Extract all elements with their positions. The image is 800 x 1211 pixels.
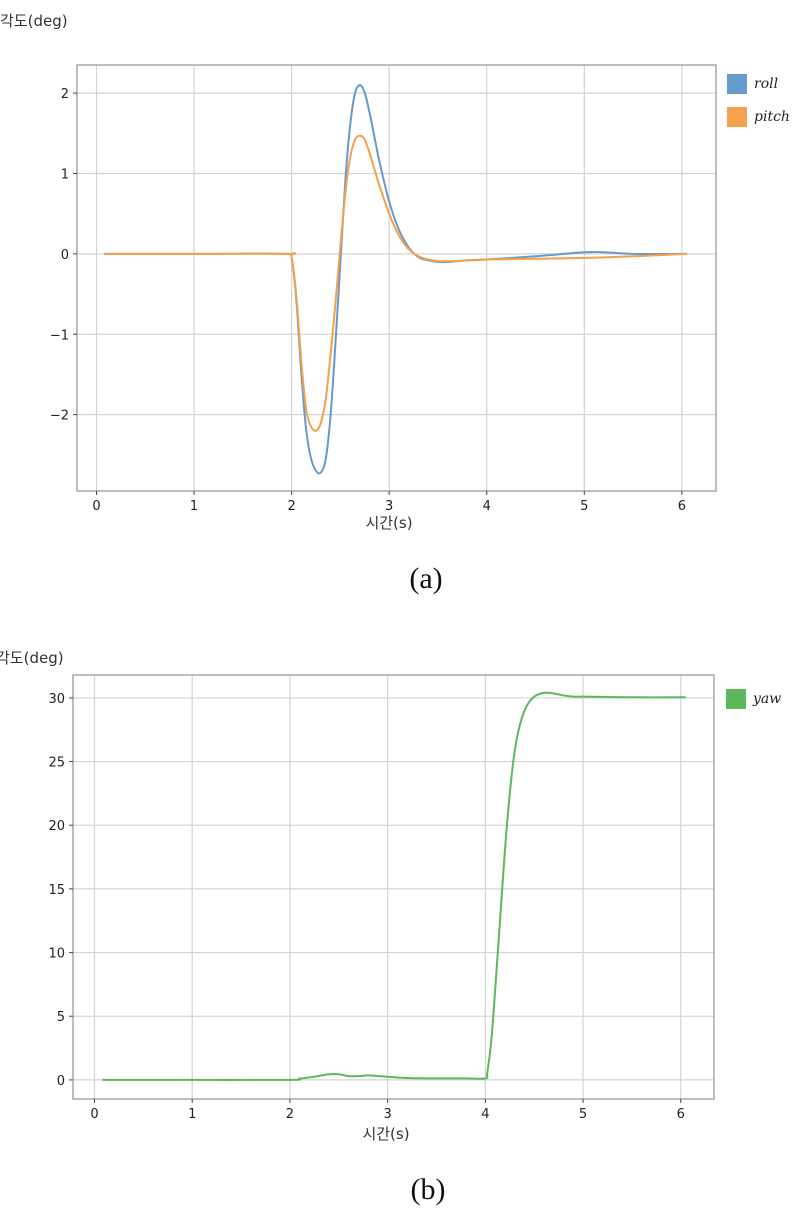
figure-caption: (a) — [409, 562, 443, 595]
y-tick-label: 2 — [61, 87, 69, 102]
x-tick-label: 1 — [188, 1107, 196, 1122]
legend-swatch-yaw — [726, 689, 746, 709]
figure-caption: (b) — [410, 1173, 446, 1206]
plot-area-roll-pitch: 0 1 2 3 4 5 6 −2 −1 0 1 2 — [50, 64, 717, 514]
grid-lines — [73, 675, 714, 1099]
y-tick-label: 30 — [48, 692, 65, 707]
x-tick-label: 1 — [190, 499, 198, 514]
x-tick-label: 4 — [481, 1107, 489, 1122]
x-tick-label: 3 — [383, 1107, 391, 1122]
legend-label: pitch — [754, 109, 790, 125]
x-tick-label: 0 — [90, 1107, 98, 1122]
legend: yaw — [726, 687, 781, 720]
line-yaw — [102, 691, 686, 1081]
y-axis-label: 각도(deg) — [0, 649, 64, 667]
axis-ticks: 0 1 2 3 4 5 6 −2 −1 0 1 2 — [50, 87, 686, 514]
x-tick-label: 2 — [287, 499, 295, 514]
x-tick-label: 4 — [483, 499, 491, 514]
data-series — [102, 691, 686, 1081]
plot-frame — [76, 64, 717, 492]
axis-ticks: 0 1 2 3 4 5 6 0 5 10 15 20 25 30 — [48, 692, 684, 1122]
legend-swatch-roll — [727, 74, 747, 94]
x-tick-label: 5 — [579, 1107, 587, 1122]
legend-label: roll — [754, 76, 779, 92]
x-tick-label: 5 — [580, 499, 588, 514]
y-tick-label: 0 — [61, 248, 69, 263]
x-tick-label: 6 — [678, 499, 686, 514]
data-series — [104, 84, 687, 475]
plot-frame — [72, 674, 715, 1100]
x-axis-label: 시간(s) — [362, 1125, 410, 1143]
legend-item-pitch: pitch — [727, 105, 790, 129]
plot-area-yaw: 0 1 2 3 4 5 6 0 5 10 15 20 25 30 — [48, 674, 715, 1122]
x-tick-label: 2 — [286, 1107, 294, 1122]
y-tick-label: −2 — [50, 409, 69, 424]
legend-label: yaw — [753, 691, 782, 707]
y-axis-label: 각도(deg) — [0, 12, 68, 30]
y-tick-label: 10 — [48, 947, 65, 962]
legend-item-yaw: yaw — [726, 687, 781, 711]
grid-lines — [77, 65, 716, 491]
x-tick-label: 0 — [92, 499, 100, 514]
y-tick-label: 15 — [48, 883, 65, 898]
line-pitch — [104, 134, 687, 432]
legend-swatch-pitch — [727, 107, 747, 127]
y-tick-label: 20 — [48, 819, 65, 834]
x-tick-label: 3 — [385, 499, 393, 514]
legend: roll pitch — [727, 72, 790, 138]
figure-b: 각도(deg) 0 1 2 3 4 5 6 0 5 10 15 20 25 30 시간(s) yaw (b… — [0, 605, 800, 1211]
x-axis-label: 시간(s) — [365, 514, 413, 532]
y-tick-label: 1 — [61, 168, 69, 183]
y-tick-label: 25 — [48, 756, 65, 771]
legend-item-roll: roll — [727, 72, 790, 96]
figure-a: 각도(deg) 0 1 2 3 4 5 6 −2 −1 0 1 2 시간(s) roll pitch … — [0, 0, 800, 605]
y-tick-label: 5 — [57, 1010, 65, 1025]
y-tick-label: 0 — [57, 1074, 65, 1089]
y-tick-label: −1 — [50, 328, 69, 343]
x-tick-label: 6 — [677, 1107, 685, 1122]
